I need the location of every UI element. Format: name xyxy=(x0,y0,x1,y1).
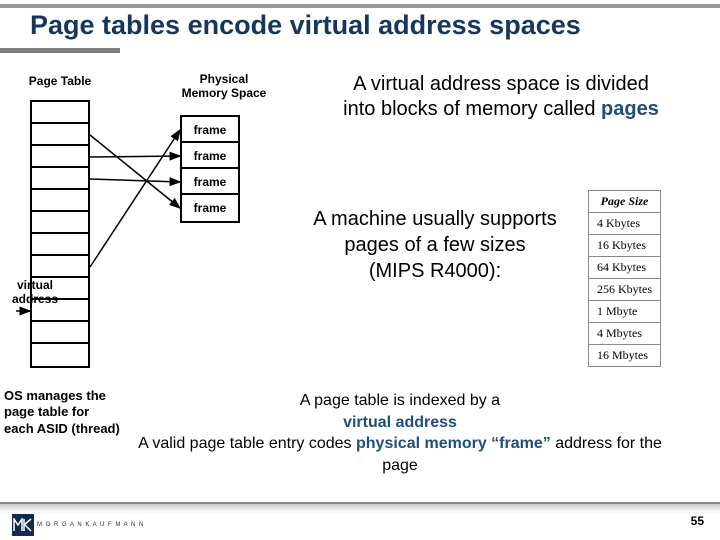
text-block-pages: A virtual address space is divided into … xyxy=(336,72,666,122)
t3-a: A page table is indexed by a xyxy=(300,392,500,409)
page-table-diagram xyxy=(30,100,90,368)
page-size-row: 16 Mbytes xyxy=(589,345,660,366)
physical-frames-diagram: frameframeframeframe xyxy=(180,115,240,223)
slide-root: Page tables encode virtual address space… xyxy=(0,0,720,540)
page-table-row xyxy=(32,344,88,366)
top-rule xyxy=(0,4,720,8)
frame-cell: frame xyxy=(182,169,238,195)
page-number: 55 xyxy=(691,514,704,528)
page-table-row xyxy=(32,322,88,344)
title-underline xyxy=(0,48,120,53)
frame-cell: frame xyxy=(182,117,238,143)
slide-title: Page tables encode virtual address space… xyxy=(30,10,581,41)
page-size-row: 4 Kbytes xyxy=(589,213,660,235)
frame-cell: frame xyxy=(182,143,238,169)
t3-c: A valid page table entry codes xyxy=(138,435,356,452)
page-table-row xyxy=(32,168,88,190)
page-table-row xyxy=(32,102,88,124)
page-table-row xyxy=(32,256,88,278)
phys-mem-label: Physical Memory Space xyxy=(176,72,272,100)
page-size-table: Page Size4 Kbytes16 Kbytes64 Kbytes256 K… xyxy=(588,190,661,367)
os-note-label: OS manages the page table for each ASID … xyxy=(4,388,122,437)
publisher-logo: M O R G A N K A U F M A N N xyxy=(12,514,144,536)
text-block-sizes: A machine usually supports pages of a fe… xyxy=(300,206,570,284)
page-table-row xyxy=(32,212,88,234)
t3-d: physical memory “frame” xyxy=(356,435,551,452)
page-size-row: 4 Mbytes xyxy=(589,323,660,345)
frame-cell: frame xyxy=(182,195,238,221)
virtual-address-label: virtual address xyxy=(6,278,64,306)
page-table-row xyxy=(32,190,88,212)
footer: M O R G A N K A U F M A N N 55 xyxy=(0,504,720,540)
page-table-row xyxy=(32,234,88,256)
page-table-label: Page Table xyxy=(22,74,98,88)
page-size-row: 256 Kbytes xyxy=(589,279,660,301)
page-size-row: 64 Kbytes xyxy=(589,257,660,279)
page-table-row xyxy=(32,124,88,146)
t1-b-pages: pages xyxy=(601,98,659,120)
t3-b: virtual address xyxy=(343,414,457,431)
text-block-bottom: A page table is indexed by a virtual add… xyxy=(130,390,670,476)
mk-logo-icon xyxy=(12,514,34,536)
publisher-name: M O R G A N K A U F M A N N xyxy=(37,522,144,528)
page-size-row: 1 Mbyte xyxy=(589,301,660,323)
page-table-row xyxy=(32,146,88,168)
page-size-header: Page Size xyxy=(589,191,660,213)
page-size-row: 16 Kbytes xyxy=(589,235,660,257)
